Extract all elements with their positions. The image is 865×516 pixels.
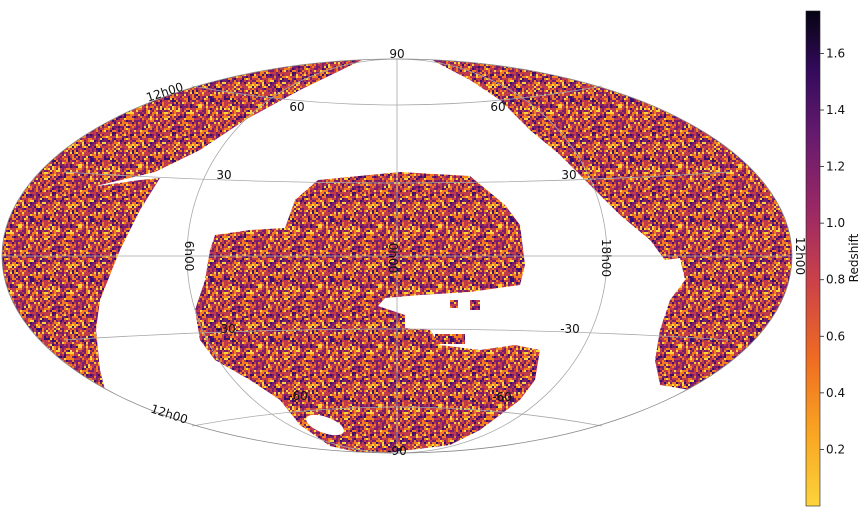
survey-gap bbox=[403, 297, 533, 309]
lat-label-60-left: 60 bbox=[289, 100, 304, 114]
lon-label-12h-right: 12h00 bbox=[793, 237, 807, 275]
colorbar-tick-label: 1.0 bbox=[826, 216, 845, 230]
survey-patch-3 bbox=[450, 300, 458, 308]
survey-hole bbox=[306, 414, 344, 436]
colorbar-tick-label: 1.4 bbox=[826, 103, 845, 117]
colorbar-tick-label: 0.4 bbox=[826, 386, 845, 400]
colorbar-tick-label: 0.6 bbox=[826, 329, 845, 343]
lat-label-30-left: 30 bbox=[216, 168, 231, 182]
north-galactic-region-right bbox=[432, 60, 792, 390]
colorbar-tick-label: 0.8 bbox=[826, 273, 845, 287]
map-outline bbox=[1, 58, 793, 454]
lat-label-m30-right: -30 bbox=[560, 322, 580, 336]
lat-label-m60-left: -60 bbox=[288, 389, 308, 403]
lat-label-m30-left: -30 bbox=[216, 322, 236, 336]
survey-gap-2 bbox=[410, 309, 530, 329]
colorbar-bar bbox=[805, 10, 821, 507]
lat-label-m90: -90 bbox=[387, 444, 407, 458]
colorbar-ticks: 0.2 0.4 0.6 0.8 1.0 1.2 1.4 1.6 bbox=[820, 46, 845, 456]
lon-label-6h: 6h00 bbox=[182, 241, 196, 272]
colorbar-tick-label: 1.2 bbox=[826, 160, 845, 174]
colorbar-tick-label: 1.6 bbox=[826, 46, 845, 60]
lat-label-90: 90 bbox=[389, 47, 404, 61]
north-galactic-region-lower-left bbox=[2, 178, 160, 390]
survey-patch-2 bbox=[470, 300, 480, 310]
lat-label-m60-right: -60 bbox=[492, 390, 512, 404]
lon-label-18h: 18h00 bbox=[599, 239, 613, 277]
lon-label-0h: 0h00 bbox=[386, 243, 400, 274]
survey-patch bbox=[435, 334, 465, 344]
lat-label-30-right: 30 bbox=[561, 168, 576, 182]
south-survey-region bbox=[195, 172, 540, 453]
colorbar-label: Redshift bbox=[847, 233, 861, 282]
colorbar: 0.2 0.4 0.6 0.8 1.0 1.2 1.4 1.6 Redshift bbox=[805, 10, 861, 507]
lat-label-60-right: 60 bbox=[490, 100, 505, 114]
colorbar-tick-label: 0.2 bbox=[826, 442, 845, 456]
